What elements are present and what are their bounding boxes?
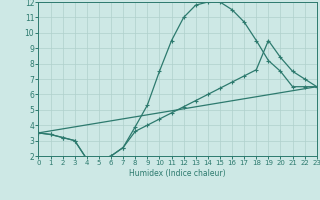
X-axis label: Humidex (Indice chaleur): Humidex (Indice chaleur) [129, 169, 226, 178]
